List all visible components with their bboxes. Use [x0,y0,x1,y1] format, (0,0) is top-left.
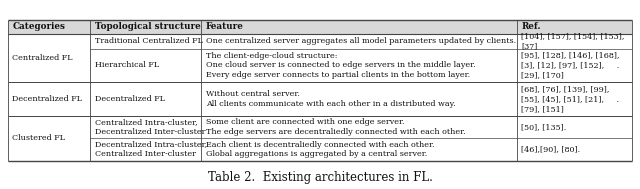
Text: Feature: Feature [206,22,244,31]
Text: Decentralized FL: Decentralized FL [12,95,82,103]
Text: Categories: Categories [12,22,65,31]
Text: [95], [128], [146], [168],
[3], [12], [97], [152],     .
[29], [170]: [95], [128], [146], [168], [3], [12], [9… [521,52,620,79]
Text: Hierarchical FL: Hierarchical FL [95,61,159,69]
Text: Each client is decentraliedly connected with each other.
Global aggregations is : Each client is decentraliedly connected … [206,141,435,158]
Text: [46],[90], [80].: [46],[90], [80]. [521,146,580,153]
Text: The client-edge-cloud structure:
One cloud server is connected to edge servers i: The client-edge-cloud structure: One clo… [206,52,476,79]
Text: [50], [135].: [50], [135]. [521,123,566,131]
Text: Table 2.  Existing architectures in FL.: Table 2. Existing architectures in FL. [207,171,433,184]
Text: Ref.: Ref. [521,22,541,31]
Text: One centralized server aggregates all model parameters updated by clients.: One centralized server aggregates all mo… [206,37,516,45]
Text: Some client are connected with one edge server.
The edge servers are decentralie: Some client are connected with one edge … [206,118,465,136]
Text: Centralized FL: Centralized FL [12,54,73,62]
Text: Decentralized Intra-cluster,
Centralized Inter-cluster: Decentralized Intra-cluster, Centralized… [95,141,207,158]
Text: Decentralized FL: Decentralized FL [95,95,164,103]
Text: Topological structure: Topological structure [95,22,200,31]
Text: Traditional Centralized FL: Traditional Centralized FL [95,37,202,45]
Text: Clustered FL: Clustered FL [12,134,65,142]
Bar [8,20,632,161]
Text: Without central server.
All clients communicate with each other in a distributed: Without central server. All clients comm… [206,90,456,108]
Bar [8,20,632,34]
Text: [68], [76], [139], [99],
[55], [45], [51], [21],     .
[79], [151]: [68], [76], [139], [99], [55], [45], [51… [521,85,620,113]
Text: Centralized Intra-cluster,
Decentralized Inter-cluster: Centralized Intra-cluster, Decentralized… [95,118,205,136]
Text: [104], [157], [154], [153],
[37]: [104], [157], [154], [153], [37] [521,32,625,50]
